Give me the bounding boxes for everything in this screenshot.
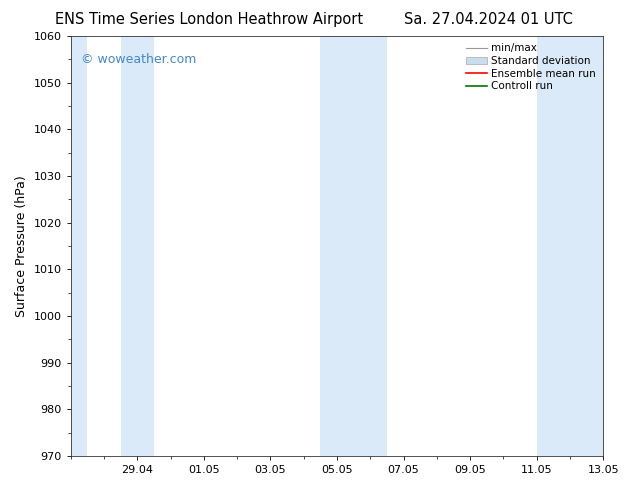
Bar xyxy=(320,36,387,456)
Bar xyxy=(586,36,603,456)
Y-axis label: Surface Pressure (hPa): Surface Pressure (hPa) xyxy=(15,175,28,317)
Text: Sa. 27.04.2024 01 UTC: Sa. 27.04.2024 01 UTC xyxy=(404,12,573,27)
Bar xyxy=(120,36,154,456)
Legend: min/max, Standard deviation, Ensemble mean run, Controll run: min/max, Standard deviation, Ensemble me… xyxy=(464,41,598,93)
Bar xyxy=(536,36,586,456)
Text: © woweather.com: © woweather.com xyxy=(81,53,197,66)
Text: ENS Time Series London Heathrow Airport: ENS Time Series London Heathrow Airport xyxy=(55,12,363,27)
Bar xyxy=(71,36,87,456)
